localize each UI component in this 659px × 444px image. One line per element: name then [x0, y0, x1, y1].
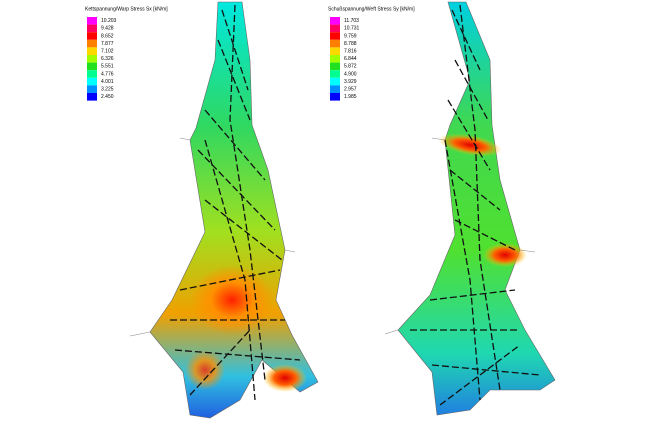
legend-swatch: [87, 17, 97, 25]
legend-label: 6.844: [344, 56, 357, 62]
legend-swatch: [330, 39, 340, 48]
legend-swatch: [87, 32, 97, 40]
legend-swatch: [330, 24, 340, 33]
legend-label: 3.929: [344, 79, 357, 85]
legend-swatch: [87, 85, 97, 93]
weft-model: [384, 1, 556, 416]
legend-label: 11.703: [344, 18, 359, 24]
legend-swatch: [330, 85, 340, 93]
legend-swatch: [330, 93, 340, 101]
legend-label: 5.551: [101, 64, 114, 70]
legend-swatch: [330, 77, 340, 86]
legend-swatch: [330, 17, 340, 25]
legend-label: 10.203: [101, 18, 117, 24]
legend-label: 7.102: [101, 49, 114, 55]
legend-label: 9.759: [344, 33, 357, 39]
legend-label: 2.450: [101, 94, 114, 100]
legend-label: 9.428: [101, 26, 114, 32]
legend-label: 4.776: [101, 71, 114, 77]
legend-swatch: [330, 62, 340, 71]
legend-swatch: [330, 70, 340, 78]
legend-swatch: [330, 55, 340, 63]
warp-model: [129, 1, 319, 419]
legend-swatch: [87, 24, 97, 33]
legend-swatch: [87, 93, 97, 101]
legend-swatch: [330, 47, 340, 55]
legend-swatch: [87, 47, 97, 55]
legend-label: 1.985: [344, 94, 357, 100]
legend-title: Schußspannung/Weft Stress Sy [kN/m]: [328, 6, 415, 12]
legend-label: 8.652: [101, 33, 114, 39]
legend-label: 10.731: [344, 26, 360, 32]
legends: Kettspannung/Warp Stress Sx [kN/m] 10.203…: [85, 6, 415, 101]
legend-label: 8.788: [344, 41, 357, 47]
legend-swatch: [87, 70, 97, 78]
legend-label: 6.326: [101, 56, 114, 62]
legend-label: 4.900: [344, 71, 357, 77]
legend-label: 2.957: [344, 87, 357, 93]
legend-label: 5.872: [344, 64, 357, 70]
legend-swatch: [87, 77, 97, 86]
legend-label: 3.225: [101, 87, 114, 93]
legend-swatch: [87, 39, 97, 48]
legend-label: 7.816: [344, 49, 357, 55]
legend-title: Kettspannung/Warp Stress Sx [kN/m]: [85, 6, 168, 12]
legend-label: 4.001: [101, 79, 114, 85]
legend-swatch: [330, 32, 340, 40]
legend-label: 7.877: [101, 41, 114, 47]
legend-swatch: [87, 62, 97, 71]
legend-swatch: [87, 55, 97, 63]
